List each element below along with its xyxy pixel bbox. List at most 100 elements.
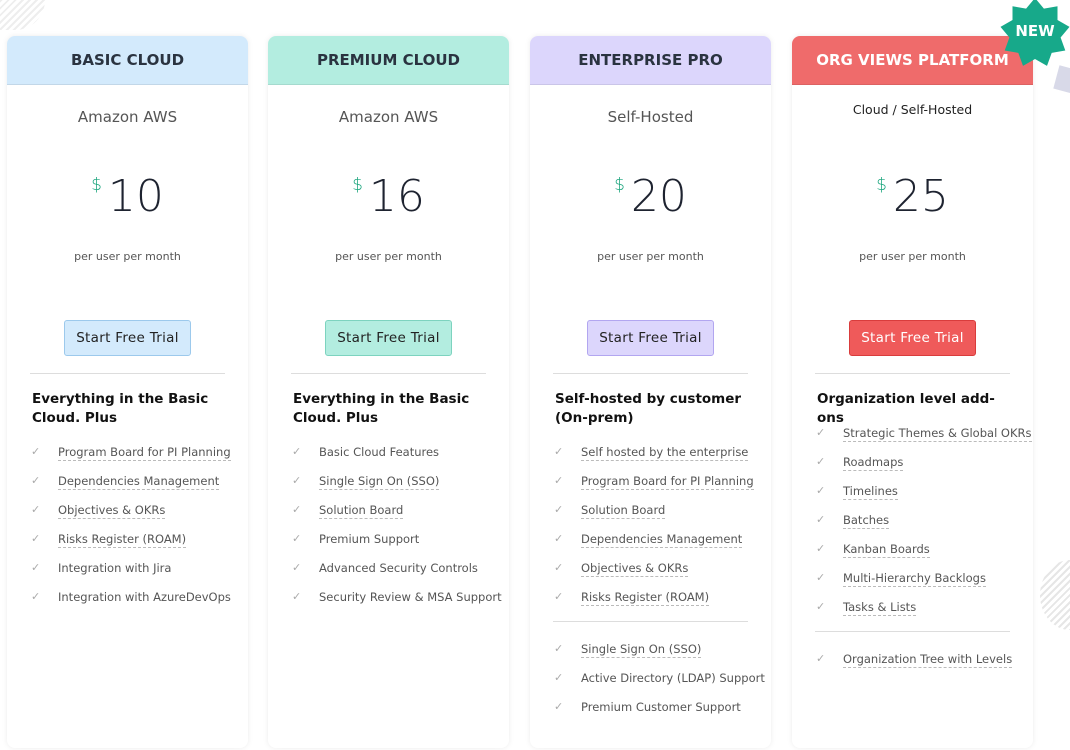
check-icon: ✓ bbox=[31, 590, 41, 603]
check-icon: ✓ bbox=[31, 503, 41, 516]
feature-label[interactable]: Timelines bbox=[843, 484, 898, 500]
start-free-trial-button[interactable]: Start Free Trial bbox=[64, 320, 191, 356]
feature-label[interactable]: Risks Register (ROAM) bbox=[581, 590, 710, 606]
check-icon: ✓ bbox=[554, 561, 564, 574]
feature-item: ✓ Solution Board bbox=[268, 503, 509, 532]
check-icon: ✓ bbox=[816, 484, 826, 497]
check-icon: ✓ bbox=[31, 532, 41, 545]
feature-item: ✓ Active Directory (LDAP) Support bbox=[530, 671, 771, 700]
divider bbox=[815, 631, 1010, 632]
plan-hosting: Cloud / Self-Hosted bbox=[852, 102, 973, 117]
feature-label[interactable]: Single Sign On (SSO) bbox=[319, 474, 440, 490]
feature-label[interactable]: Objectives & OKRs bbox=[58, 503, 166, 519]
start-free-trial-button[interactable]: Start Free Trial bbox=[325, 320, 452, 356]
plan-title: PREMIUM CLOUD bbox=[268, 36, 509, 85]
feature-label: Integration with AzureDevOps bbox=[58, 590, 231, 604]
feature-label: Basic Cloud Features bbox=[319, 445, 440, 459]
check-icon: ✓ bbox=[554, 642, 564, 655]
price-amount: 10 bbox=[107, 171, 164, 222]
feature-label: Premium Customer Support bbox=[581, 700, 741, 714]
feature-label[interactable]: Dependencies Management bbox=[581, 532, 743, 548]
feature-item: ✓ Solution Board bbox=[530, 503, 771, 532]
feature-label[interactable]: Solution Board bbox=[581, 503, 666, 519]
check-icon: ✓ bbox=[292, 445, 302, 458]
feature-item: ✓ Strategic Themes & Global OKRs bbox=[792, 426, 1033, 455]
feature-item: ✓ Program Board for PI Planning bbox=[7, 445, 248, 474]
feature-label[interactable]: Tasks & Lists bbox=[843, 600, 917, 616]
feature-label[interactable]: Objectives & OKRs bbox=[581, 561, 689, 577]
feature-label[interactable]: Program Board for PI Planning bbox=[581, 474, 754, 490]
feature-list: ✓ Self hosted by the enterprise ✓ Program B… bbox=[530, 445, 771, 619]
feature-label[interactable]: Solution Board bbox=[319, 503, 404, 519]
plan-features-heading: Organization level add-ons bbox=[817, 391, 995, 426]
feature-item: ✓ Batches bbox=[792, 513, 1033, 542]
feature-item: ✓ Program Board for PI Planning bbox=[530, 474, 771, 503]
feature-label[interactable]: Kanban Boards bbox=[843, 542, 930, 558]
feature-label[interactable]: Roadmaps bbox=[843, 455, 904, 471]
divider bbox=[815, 373, 1010, 374]
price-period: per user per month bbox=[335, 250, 442, 263]
plan-price: $10 bbox=[7, 171, 248, 222]
new-badge: NEW bbox=[1000, 0, 1070, 68]
check-icon: ✓ bbox=[816, 571, 826, 584]
feature-label[interactable]: Program Board for PI Planning bbox=[58, 445, 231, 461]
check-icon: ✓ bbox=[554, 590, 564, 603]
plan-title: BASIC CLOUD bbox=[7, 36, 248, 85]
check-icon: ✓ bbox=[554, 700, 564, 713]
check-icon: ✓ bbox=[816, 426, 826, 439]
feature-item: ✓ Basic Cloud Features bbox=[268, 445, 509, 474]
feature-item: ✓ Advanced Security Controls bbox=[268, 561, 509, 590]
feature-list: ✓ Basic Cloud Features ✓ Single Sign On (SS… bbox=[268, 445, 509, 619]
feature-item: ✓ Multi-Hierarchy Backlogs bbox=[792, 571, 1033, 600]
starburst-icon bbox=[1000, 0, 1070, 66]
plan-title: ENTERPRISE PRO bbox=[530, 36, 771, 85]
feature-list: ✓ Single Sign On (SSO) ✓ Active Directory (… bbox=[530, 642, 771, 729]
feature-item: ✓ Roadmaps bbox=[792, 455, 1033, 484]
plan-features-heading: Everything in the Basic Cloud. Plus bbox=[293, 391, 470, 426]
feature-list: ✓ Organization Tree with Levels bbox=[792, 652, 1033, 681]
plan-card: BASIC CLOUD Amazon AWS $10 per user per … bbox=[7, 36, 248, 748]
feature-item: ✓ Single Sign On (SSO) bbox=[268, 474, 509, 503]
check-icon: ✓ bbox=[816, 513, 826, 526]
feature-item: ✓ Integration with Jira bbox=[7, 561, 248, 590]
check-icon: ✓ bbox=[554, 532, 564, 545]
feature-label[interactable]: Dependencies Management bbox=[58, 474, 220, 490]
start-free-trial-button[interactable]: Start Free Trial bbox=[849, 320, 976, 356]
feature-item: ✓ Single Sign On (SSO) bbox=[530, 642, 771, 671]
divider bbox=[30, 373, 225, 374]
check-icon: ✓ bbox=[292, 474, 302, 487]
feature-item: ✓ Premium Support bbox=[268, 532, 509, 561]
decorative-shape bbox=[1053, 65, 1070, 95]
feature-label[interactable]: Risks Register (ROAM) bbox=[58, 532, 187, 548]
decorative-pattern bbox=[0, 0, 45, 30]
feature-label: Active Directory (LDAP) Support bbox=[581, 671, 765, 685]
decorative-pattern bbox=[1040, 560, 1070, 630]
feature-item: ✓ Integration with AzureDevOps bbox=[7, 590, 248, 619]
feature-label[interactable]: Single Sign On (SSO) bbox=[581, 642, 702, 658]
start-free-trial-button[interactable]: Start Free Trial bbox=[587, 320, 714, 356]
check-icon: ✓ bbox=[31, 561, 41, 574]
check-icon: ✓ bbox=[816, 652, 826, 665]
check-icon: ✓ bbox=[292, 503, 302, 516]
divider bbox=[553, 373, 748, 374]
check-icon: ✓ bbox=[31, 445, 41, 458]
feature-label[interactable]: Organization Tree with Levels bbox=[843, 652, 1013, 668]
feature-item: ✓ Objectives & OKRs bbox=[7, 503, 248, 532]
feature-item: ✓ Risks Register (ROAM) bbox=[7, 532, 248, 561]
feature-label[interactable]: Batches bbox=[843, 513, 890, 529]
price-amount: 20 bbox=[630, 171, 687, 222]
divider bbox=[291, 373, 486, 374]
feature-label[interactable]: Multi-Hierarchy Backlogs bbox=[843, 571, 986, 587]
feature-label: Integration with Jira bbox=[58, 561, 172, 575]
feature-label[interactable]: Strategic Themes & Global OKRs bbox=[843, 426, 1032, 442]
currency-symbol: $ bbox=[614, 175, 625, 195]
currency-symbol: $ bbox=[91, 175, 102, 195]
feature-label: Security Review & MSA Support bbox=[319, 590, 502, 604]
feature-label[interactable]: Self hosted by the enterprise bbox=[581, 445, 749, 461]
price-period: per user per month bbox=[859, 250, 966, 263]
feature-list: ✓ Strategic Themes & Global OKRs ✓ Roadmaps… bbox=[792, 426, 1033, 629]
price-period: per user per month bbox=[74, 250, 181, 263]
currency-symbol: $ bbox=[876, 175, 887, 195]
feature-item: ✓ Dependencies Management bbox=[530, 532, 771, 561]
feature-item: ✓ Objectives & OKRs bbox=[530, 561, 771, 590]
